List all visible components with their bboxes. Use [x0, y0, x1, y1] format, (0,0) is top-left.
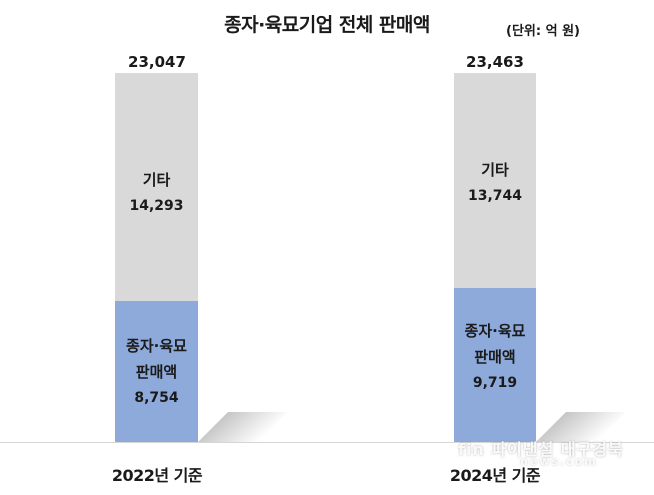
watermark-logo: fin 파이낸셜 대구경북 [458, 440, 624, 459]
chart-title: 종자·육묘기업 전체 판매액 [224, 14, 430, 36]
seed-label-2022: 종자·육묘 판매액 8,754 [115, 333, 198, 411]
x-axis-line [0, 442, 654, 443]
stacked-bar-2024: 기타 13,744 종자·육묘 판매액 9,719 [454, 73, 536, 442]
seed-value: 9,719 [472, 375, 518, 391]
segment-seed-2022: 종자·육묘 판매액 8,754 [115, 301, 198, 442]
other-label-2022: 기타 14,293 [115, 167, 198, 219]
seed-name-line2: 판매액 [474, 348, 516, 366]
segment-other-2022: 기타 14,293 [115, 73, 198, 301]
seed-name-line1: 종자·육묘 [126, 337, 187, 355]
other-value: 13,744 [467, 188, 523, 204]
seed-name-line1: 종자·육묘 [464, 322, 526, 340]
x-tick-label-2024: 2024년 기준 [449, 466, 541, 485]
other-label-2024: 기타 13,744 [454, 157, 536, 209]
seed-label-2024: 종자·육묘 판매액 9,719 [454, 318, 536, 396]
segment-seed-2024: 종자·육묘 판매액 9,719 [454, 288, 536, 442]
seed-name-line2: 판매액 [135, 363, 178, 381]
bar-shadow-2022 [198, 412, 288, 442]
seed-value: 8,754 [134, 390, 179, 406]
other-value: 14,293 [129, 198, 184, 214]
segment-other-2024: 기타 13,744 [454, 73, 536, 288]
other-name: 기타 [142, 171, 171, 189]
other-name: 기타 [481, 161, 509, 179]
stacked-bar-2022: 기타 14,293 종자·육묘 판매액 8,754 [115, 73, 198, 442]
x-tick-label-2022: 2022년 기준 [111, 466, 203, 485]
watermark-url: news.com [520, 455, 598, 468]
total-label-2024: 23,463 [466, 53, 524, 71]
unit-label: (단위: 억 원) [506, 24, 580, 39]
total-label-2022: 23,047 [128, 53, 186, 71]
